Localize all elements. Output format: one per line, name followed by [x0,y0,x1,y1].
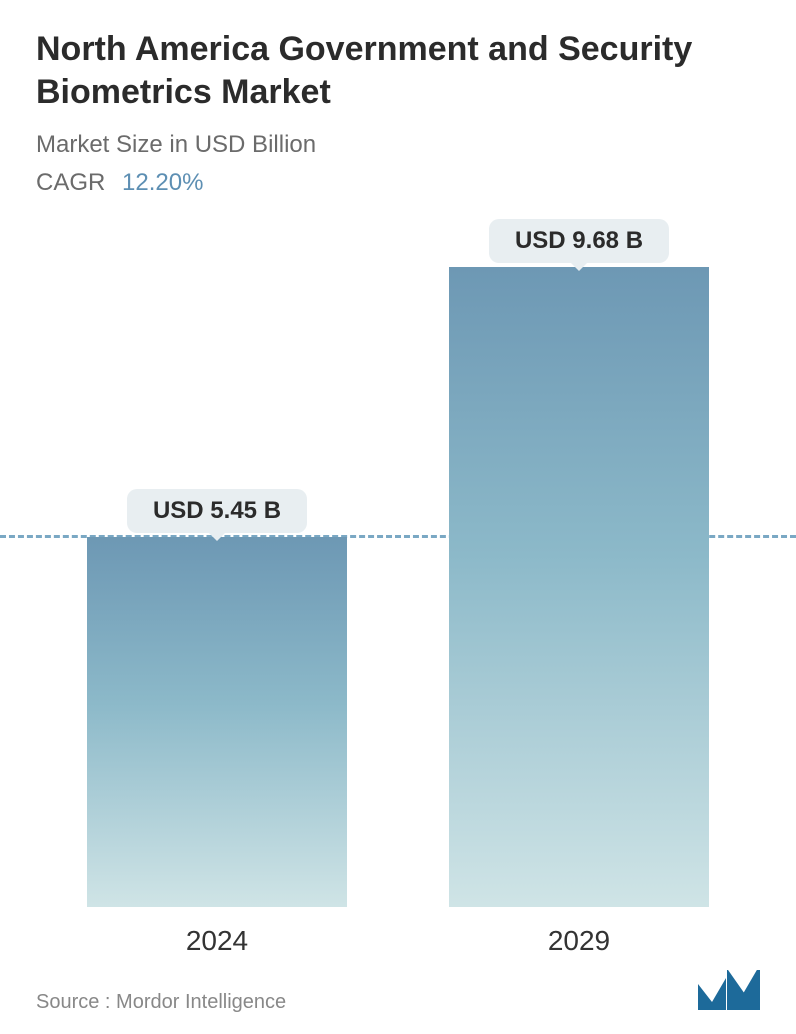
cagr-label: CAGR [36,169,105,196]
chart-subtitle: Market Size in USD Billion [36,131,760,159]
bar-2024 [87,537,347,907]
source-name: Mordor Intelligence [116,991,286,1013]
footer: Source : Mordor Intelligence [36,970,760,1014]
cagr-value: 12.20% [122,169,203,196]
cagr-row: CAGR 12.20% [36,169,760,197]
xlabel-2029: 2029 [429,925,729,957]
chart-title: North America Government and Security Bi… [36,28,760,113]
bars-group: USD 5.45 B USD 9.68 B [36,227,760,907]
source-text: Source : Mordor Intelligence [36,991,286,1014]
chart-container: North America Government and Security Bi… [0,0,796,1034]
chart-area: USD 5.45 B USD 9.68 B 2024 2029 [36,227,760,907]
xlabel-2024: 2024 [67,925,367,957]
bar-group-2024: USD 5.45 B [67,489,367,907]
x-axis-labels: 2024 2029 [36,925,760,957]
mordor-logo-icon [696,970,760,1014]
source-label: Source : [36,991,110,1013]
bar-2029 [449,267,709,907]
value-pill-2024: USD 5.45 B [127,489,307,533]
bar-group-2029: USD 9.68 B [429,219,729,907]
value-pill-2029: USD 9.68 B [489,219,669,263]
